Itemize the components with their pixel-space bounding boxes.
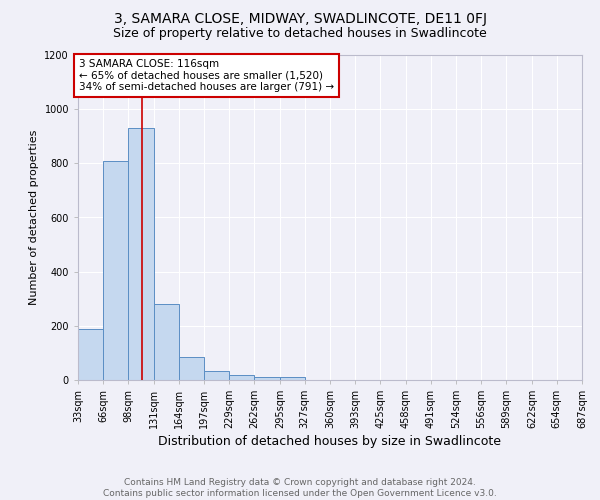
Bar bbox=[103, 160, 128, 380]
Bar bbox=[179, 357, 205, 380]
Bar bbox=[280, 378, 305, 380]
X-axis label: Distribution of detached houses by size in Swadlincote: Distribution of detached houses by size … bbox=[158, 436, 502, 448]
Text: 3, SAMARA CLOSE, MIDWAY, SWADLINCOTE, DE11 0FJ: 3, SAMARA CLOSE, MIDWAY, SWADLINCOTE, DE… bbox=[113, 12, 487, 26]
Text: 3 SAMARA CLOSE: 116sqm
← 65% of detached houses are smaller (1,520)
34% of semi-: 3 SAMARA CLOSE: 116sqm ← 65% of detached… bbox=[79, 59, 334, 92]
Bar bbox=[229, 374, 254, 380]
Text: Size of property relative to detached houses in Swadlincote: Size of property relative to detached ho… bbox=[113, 28, 487, 40]
Bar bbox=[205, 370, 229, 380]
Bar bbox=[128, 128, 154, 380]
Bar bbox=[78, 328, 103, 380]
Text: Contains HM Land Registry data © Crown copyright and database right 2024.
Contai: Contains HM Land Registry data © Crown c… bbox=[103, 478, 497, 498]
Y-axis label: Number of detached properties: Number of detached properties bbox=[29, 130, 39, 305]
Bar bbox=[154, 304, 179, 380]
Bar bbox=[254, 378, 280, 380]
